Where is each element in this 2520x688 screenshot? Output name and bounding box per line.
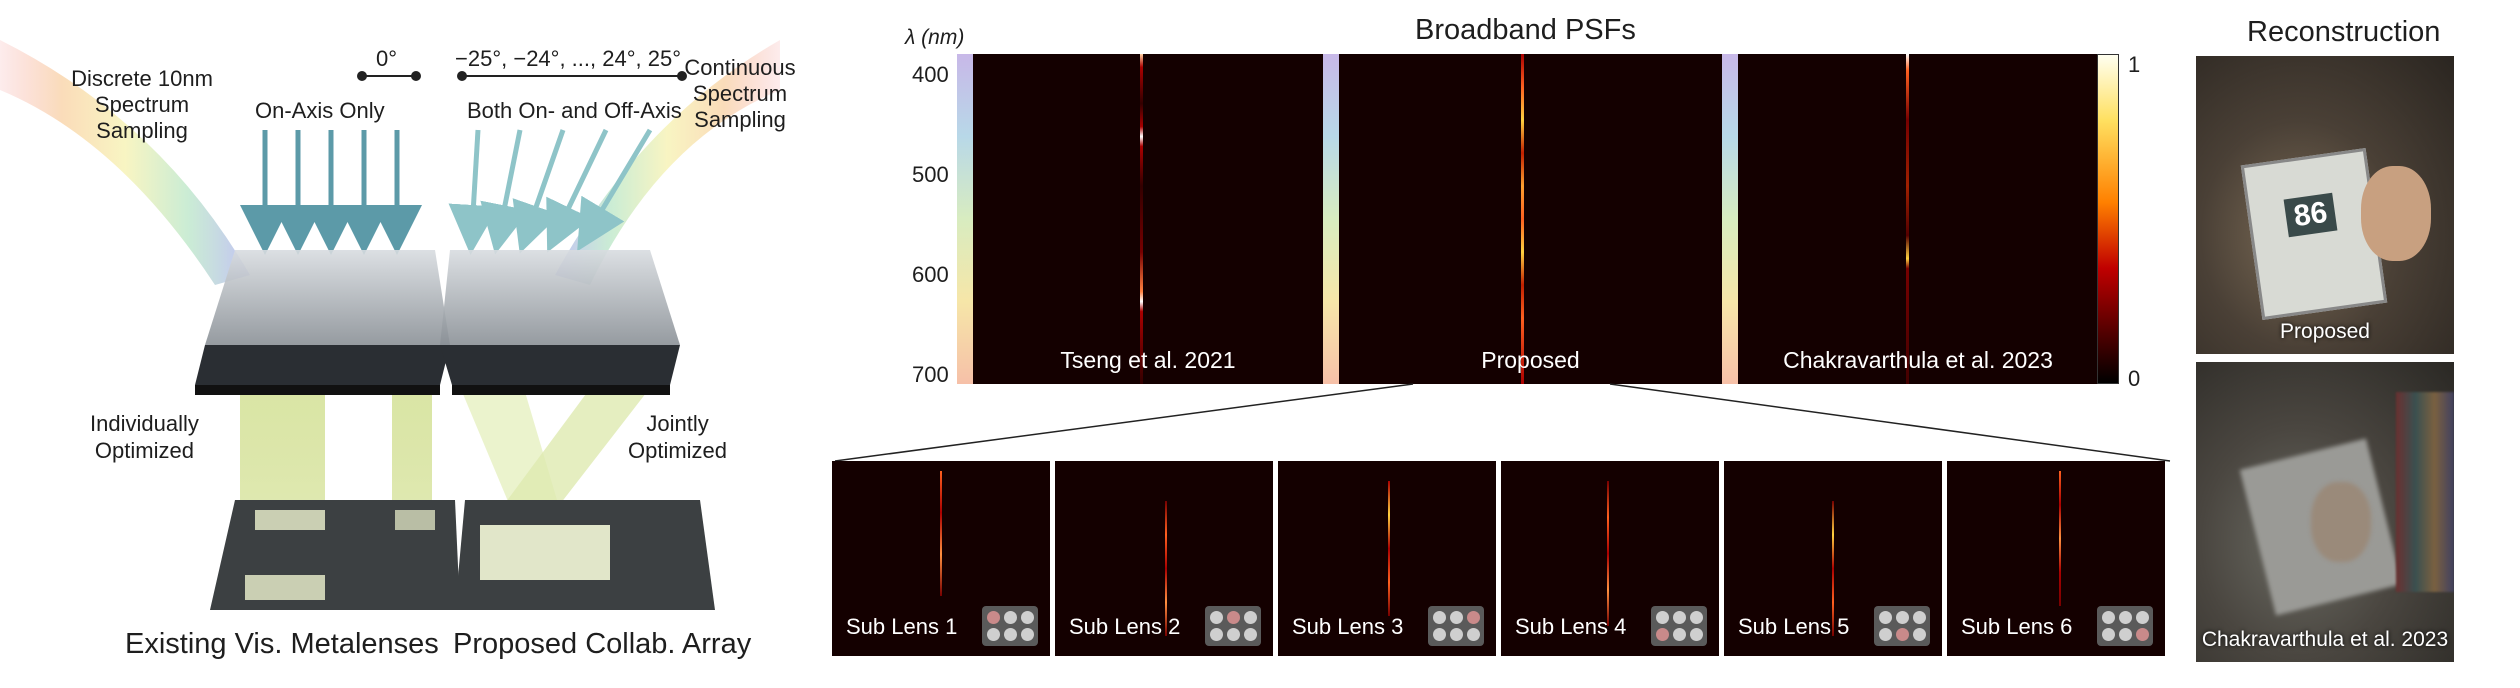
colorbar — [2097, 54, 2119, 384]
tick-700: 700 — [912, 362, 949, 387]
individually-label: Individually Optimized — [90, 410, 199, 464]
lens-indicator-6 — [2097, 606, 2153, 646]
psf-label-tseng: Tseng et al. 2021 — [1060, 347, 1236, 373]
spectrum-strip-2 — [1323, 54, 1339, 384]
individually-line1: Individually — [90, 411, 199, 436]
discrete-label-line3: Sampling — [96, 118, 188, 143]
rainbow-left — [0, 40, 250, 285]
reconstruction-proposed: 86 Proposed — [2196, 56, 2454, 354]
wavelength-axis-label: λ (nm) — [905, 26, 965, 49]
off-axis-arrows — [448, 128, 653, 255]
colorbar-max: 1 — [2128, 52, 2141, 77]
psf-panel-proposed: Proposed — [1339, 54, 1722, 384]
sub-lens-4: Sub Lens 4 — [1501, 461, 1719, 656]
spectrum-strip-1 — [957, 54, 973, 384]
sub-lens-label-4: Sub Lens 4 — [1515, 614, 1627, 639]
individually-line2: Optimized — [94, 438, 194, 463]
proposed-caption: Proposed Collab. Array — [453, 628, 752, 660]
continuous-label-line3: Sampling — [694, 107, 786, 132]
jointly-line1: Jointly — [646, 411, 709, 436]
sub-lens-label-5: Sub Lens 5 — [1738, 614, 1850, 639]
metalens-right — [440, 250, 680, 395]
tick-500: 500 — [912, 162, 949, 187]
psf-panel-chakravarthula: Chakravarthula et al. 2023 — [1738, 54, 2098, 384]
continuous-label: Continuous Spectrum Sampling — [660, 55, 820, 133]
lens-indicator-4 — [1651, 606, 1707, 646]
sub-lens-6: Sub Lens 6 — [1947, 461, 2165, 656]
spectrum-strip-3 — [1722, 54, 1738, 384]
metalens-svg — [0, 40, 780, 610]
sub-lens-label-1: Sub Lens 1 — [846, 614, 958, 639]
lens-indicator-3 — [1428, 606, 1484, 646]
reconstruction-label-proposed: Proposed — [2280, 320, 2370, 343]
lens-indicator-5 — [1874, 606, 1930, 646]
reconstruction-title: Reconstruction — [2247, 16, 2441, 48]
psf-label-chakravarthula: Chakravarthula et al. 2023 — [1783, 347, 2053, 373]
existing-caption: Existing Vis. Metalenses — [125, 628, 439, 660]
book-number: 86 — [2283, 192, 2338, 238]
jointly-line2: Optimized — [628, 438, 728, 463]
discrete-label-line1: Discrete 10nm — [71, 66, 213, 91]
reconstruction-chakravarthula: Chakravarthula et al. 2023 — [2196, 362, 2454, 662]
person-face — [2361, 166, 2431, 261]
reconstruction-label-chakravarthula: Chakravarthula et al. 2023 — [2201, 628, 2449, 651]
sub-lens-3: Sub Lens 3 — [1278, 461, 1496, 656]
colorbar-min: 0 — [2128, 366, 2141, 391]
zero-angle-label: 0° — [376, 46, 398, 71]
discrete-label-line2: Spectrum — [94, 92, 190, 117]
sub-lens-label-2: Sub Lens 2 — [1069, 614, 1181, 639]
lens-indicator-1 — [982, 606, 1038, 646]
psf-label-proposed: Proposed — [1481, 347, 1580, 373]
sub-lens-label-6: Sub Lens 6 — [1961, 614, 2073, 639]
sub-lens-5: Sub Lens 5 — [1724, 461, 1942, 656]
psf-panel-tseng: Tseng et al. 2021 — [973, 54, 1323, 384]
tick-600: 600 — [912, 262, 949, 287]
sub-lens-2: Sub Lens 2 — [1055, 461, 1273, 656]
sub-lens-label-3: Sub Lens 3 — [1292, 614, 1404, 639]
sub-lens-1: Sub Lens 1 — [832, 461, 1050, 656]
both-axis-label: Both On- and Off-Axis — [467, 98, 682, 123]
psf-title: Broadband PSFs — [1415, 14, 1636, 46]
person-face-blurred — [2311, 482, 2371, 562]
jointly-label: Jointly Optimized — [628, 410, 727, 464]
bookshelf — [2396, 392, 2454, 592]
angle-range-label: −25°, −24°, ..., 24°, 25° — [455, 46, 682, 71]
tick-400: 400 — [912, 62, 949, 87]
discrete-label: Discrete 10nm Spectrum Sampling — [52, 66, 232, 144]
continuous-label-line1: Continuous — [684, 55, 796, 80]
metalens-illustration: Discrete 10nm Spectrum Sampling 0° On-Ax… — [0, 0, 796, 683]
metalens-left — [195, 250, 450, 395]
continuous-label-line2: Spectrum — [692, 81, 788, 106]
lens-indicator-2 — [1205, 606, 1261, 646]
angle-scale-bars — [357, 71, 687, 81]
on-axis-label: On-Axis Only — [255, 98, 385, 123]
on-axis-arrows — [240, 130, 422, 255]
